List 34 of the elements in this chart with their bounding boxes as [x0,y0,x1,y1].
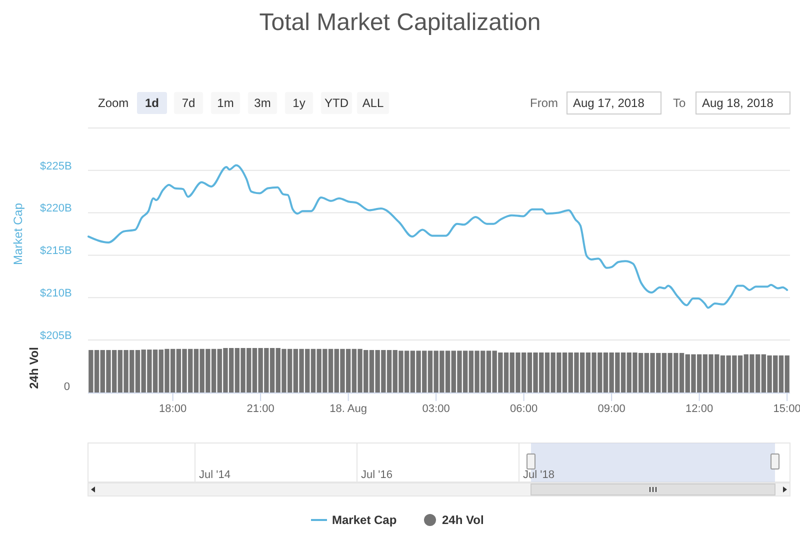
legend-label: Market Cap [332,513,397,527]
x-tick-label: 06:00 [510,403,538,415]
text: Aug 18, 2018 [702,96,774,110]
text: ALL [362,96,384,110]
y-tick-label: $205B [40,330,72,342]
x-tick-label: 18. Aug [330,403,367,415]
y-axis-title: 24h Vol [27,347,41,389]
x-tick-label: 12:00 [686,403,714,415]
y-tick-label: $220B [40,202,72,215]
text: 1m [217,96,234,110]
text: 1y [292,96,306,110]
text: Jul '14 [199,469,230,481]
text: 7d [182,96,196,110]
x-tick-label: 09:00 [598,403,626,415]
text: 1d [144,96,160,110]
text: To [673,96,686,110]
text: Zoom [98,96,129,110]
legend-label: 24h Vol [442,513,484,527]
chart-title: Total Market Capitalization [259,9,541,36]
y-tick-label: $210B [40,288,72,300]
text: From [530,96,558,110]
text: Jul '18 [523,469,554,481]
text: YTD [324,96,349,110]
x-tick-label: 18:00 [159,403,187,415]
y-tick-label: $225B [40,160,72,172]
y-tick-label: $215B [40,245,72,258]
x-tick-label: 15:00 [773,403,800,415]
text: Jul '16 [361,469,392,481]
text: 0 [64,381,70,393]
x-tick-label: 03:00 [422,403,450,415]
text: 3m [254,96,271,110]
y-axis-title: Market Cap [11,202,25,266]
x-tick-label: 21:00 [246,403,274,415]
text: Aug 17, 2018 [573,96,645,110]
